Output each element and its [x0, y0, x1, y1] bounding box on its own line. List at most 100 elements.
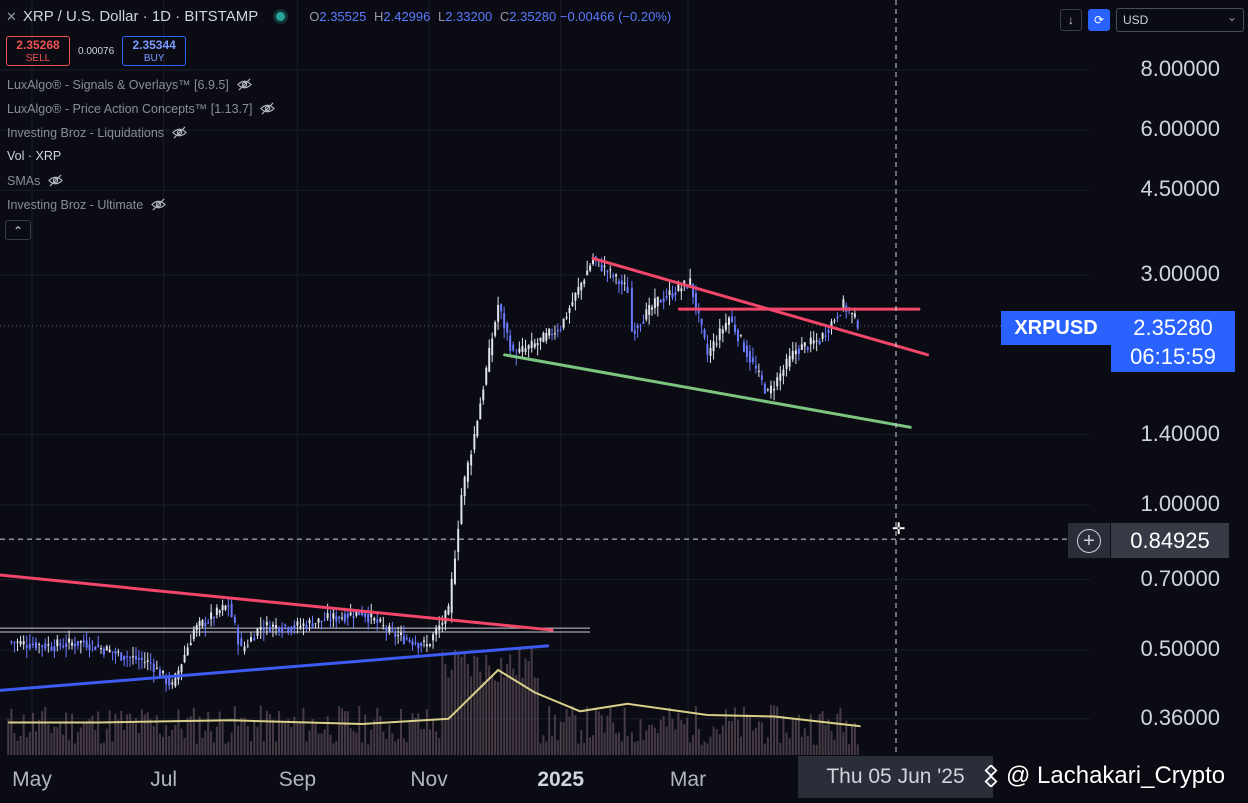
buy-button[interactable]: 2.35344 BUY	[122, 36, 187, 66]
sell-button[interactable]: 2.35268 SELL	[6, 36, 70, 66]
indicator-ultimate[interactable]: Investing Broz - Ultimate	[7, 197, 167, 212]
volume-bar	[600, 715, 603, 755]
candle-body	[530, 341, 533, 349]
volume-bar	[352, 730, 355, 755]
candle-body	[606, 270, 609, 273]
spread-value: 0.00076	[78, 45, 115, 57]
volume-bar	[143, 714, 146, 755]
volume-bar	[794, 718, 797, 755]
currency-select[interactable]: USD	[1116, 8, 1244, 32]
candle-body	[636, 325, 639, 329]
volume-bar	[594, 708, 597, 755]
candle-body	[31, 643, 34, 646]
candle-body	[370, 612, 373, 618]
eye-off-icon[interactable]	[48, 173, 64, 188]
candle-body	[842, 299, 845, 310]
volume-bar	[853, 722, 856, 755]
candle-body	[671, 293, 674, 298]
volume-bar	[259, 705, 262, 755]
volume-bar	[609, 706, 612, 755]
candle-body	[352, 616, 355, 619]
candle-body	[533, 343, 536, 348]
indicator-liquidations[interactable]: Investing Broz - Liquidations	[7, 125, 187, 140]
volume-bar	[388, 724, 391, 755]
volume-bar	[126, 714, 129, 755]
volume-bar	[76, 732, 79, 755]
candle-body	[341, 617, 344, 619]
candle-body	[548, 328, 551, 336]
add-alert-button[interactable]: +	[1068, 523, 1110, 558]
volume-bar	[830, 730, 833, 755]
indicator-volume[interactable]: Vol · XRP	[7, 149, 62, 163]
candle-body	[748, 351, 751, 363]
volume-bar	[548, 706, 551, 755]
volume-bar	[379, 715, 382, 755]
eye-off-icon[interactable]	[151, 197, 167, 212]
volume-bar	[542, 735, 545, 755]
change-value: −0.00466 (−0.20%)	[559, 9, 672, 24]
crosshair-price: 0.84925	[1111, 523, 1229, 558]
volume-bar	[482, 681, 485, 755]
candle-body	[53, 646, 56, 652]
last-price-tag: 2.35280 06:15:59	[1111, 311, 1235, 372]
candle-body	[250, 637, 253, 642]
candle-body	[794, 350, 797, 355]
candle-body	[542, 332, 545, 343]
volume-bar	[597, 711, 600, 755]
indicator-luxalgo-signals[interactable]: LuxAlgo® - Signals & Overlays™ [6.9.5]	[7, 77, 252, 92]
volume-bar	[91, 715, 94, 755]
volume-bar	[117, 719, 120, 755]
volume-bar	[162, 736, 165, 755]
volume-bar	[358, 705, 361, 755]
volume-bar	[287, 718, 290, 755]
volume-bar	[204, 730, 207, 755]
volume-bar	[791, 718, 794, 755]
volume-bar	[545, 741, 548, 755]
candle-body	[665, 296, 668, 298]
candle-body	[473, 433, 476, 450]
symbol-title[interactable]: XRP / U.S. Dollar · 1D · BITSTAMP	[22, 8, 259, 25]
volume-bar	[639, 719, 642, 755]
volume-bar	[656, 733, 659, 755]
candle-body	[553, 333, 556, 335]
candle-body	[198, 621, 201, 627]
candle-body	[35, 642, 38, 649]
volume-bar	[760, 722, 763, 755]
volume-bar	[275, 741, 278, 755]
eye-off-icon[interactable]	[260, 101, 276, 116]
volume-bar	[265, 710, 268, 755]
candle-body	[221, 605, 224, 611]
volume-bar	[341, 708, 344, 755]
candle-body	[715, 343, 718, 345]
volume-bar	[509, 654, 512, 755]
candle-body	[420, 642, 423, 647]
volume-bar	[692, 735, 695, 755]
indicator-smas[interactable]: SMAs	[7, 173, 64, 188]
candle-body	[227, 605, 230, 607]
volume-bar	[171, 729, 174, 755]
eye-off-icon[interactable]	[236, 77, 252, 92]
sync-icon[interactable]: ⟳	[1088, 9, 1110, 31]
candle-body	[41, 645, 44, 647]
volume-bar	[488, 665, 491, 755]
volume-bar	[432, 719, 435, 755]
volume-bar	[385, 739, 388, 755]
eye-off-icon[interactable]	[172, 125, 187, 140]
candle-body	[265, 621, 268, 626]
volume-bar	[686, 717, 689, 755]
close-icon[interactable]: ✕	[6, 8, 17, 24]
candle-body	[355, 611, 358, 616]
volume-bar	[606, 715, 609, 755]
indicator-luxalgo-pac[interactable]: LuxAlgo® - Price Action Concepts™ [1.13.…	[7, 101, 276, 116]
collapse-indicators-button[interactable]: ⌃	[5, 220, 31, 240]
candle-body	[71, 642, 74, 646]
candle-body	[527, 345, 530, 349]
down-arrow-icon[interactable]: ↓	[1060, 9, 1082, 31]
volume-bar	[671, 719, 674, 755]
volume-bar	[856, 744, 859, 755]
candle-body	[812, 340, 815, 344]
time-tick-label: Mar	[669, 768, 707, 791]
candle-body	[470, 454, 473, 466]
volume-bar	[59, 721, 62, 755]
